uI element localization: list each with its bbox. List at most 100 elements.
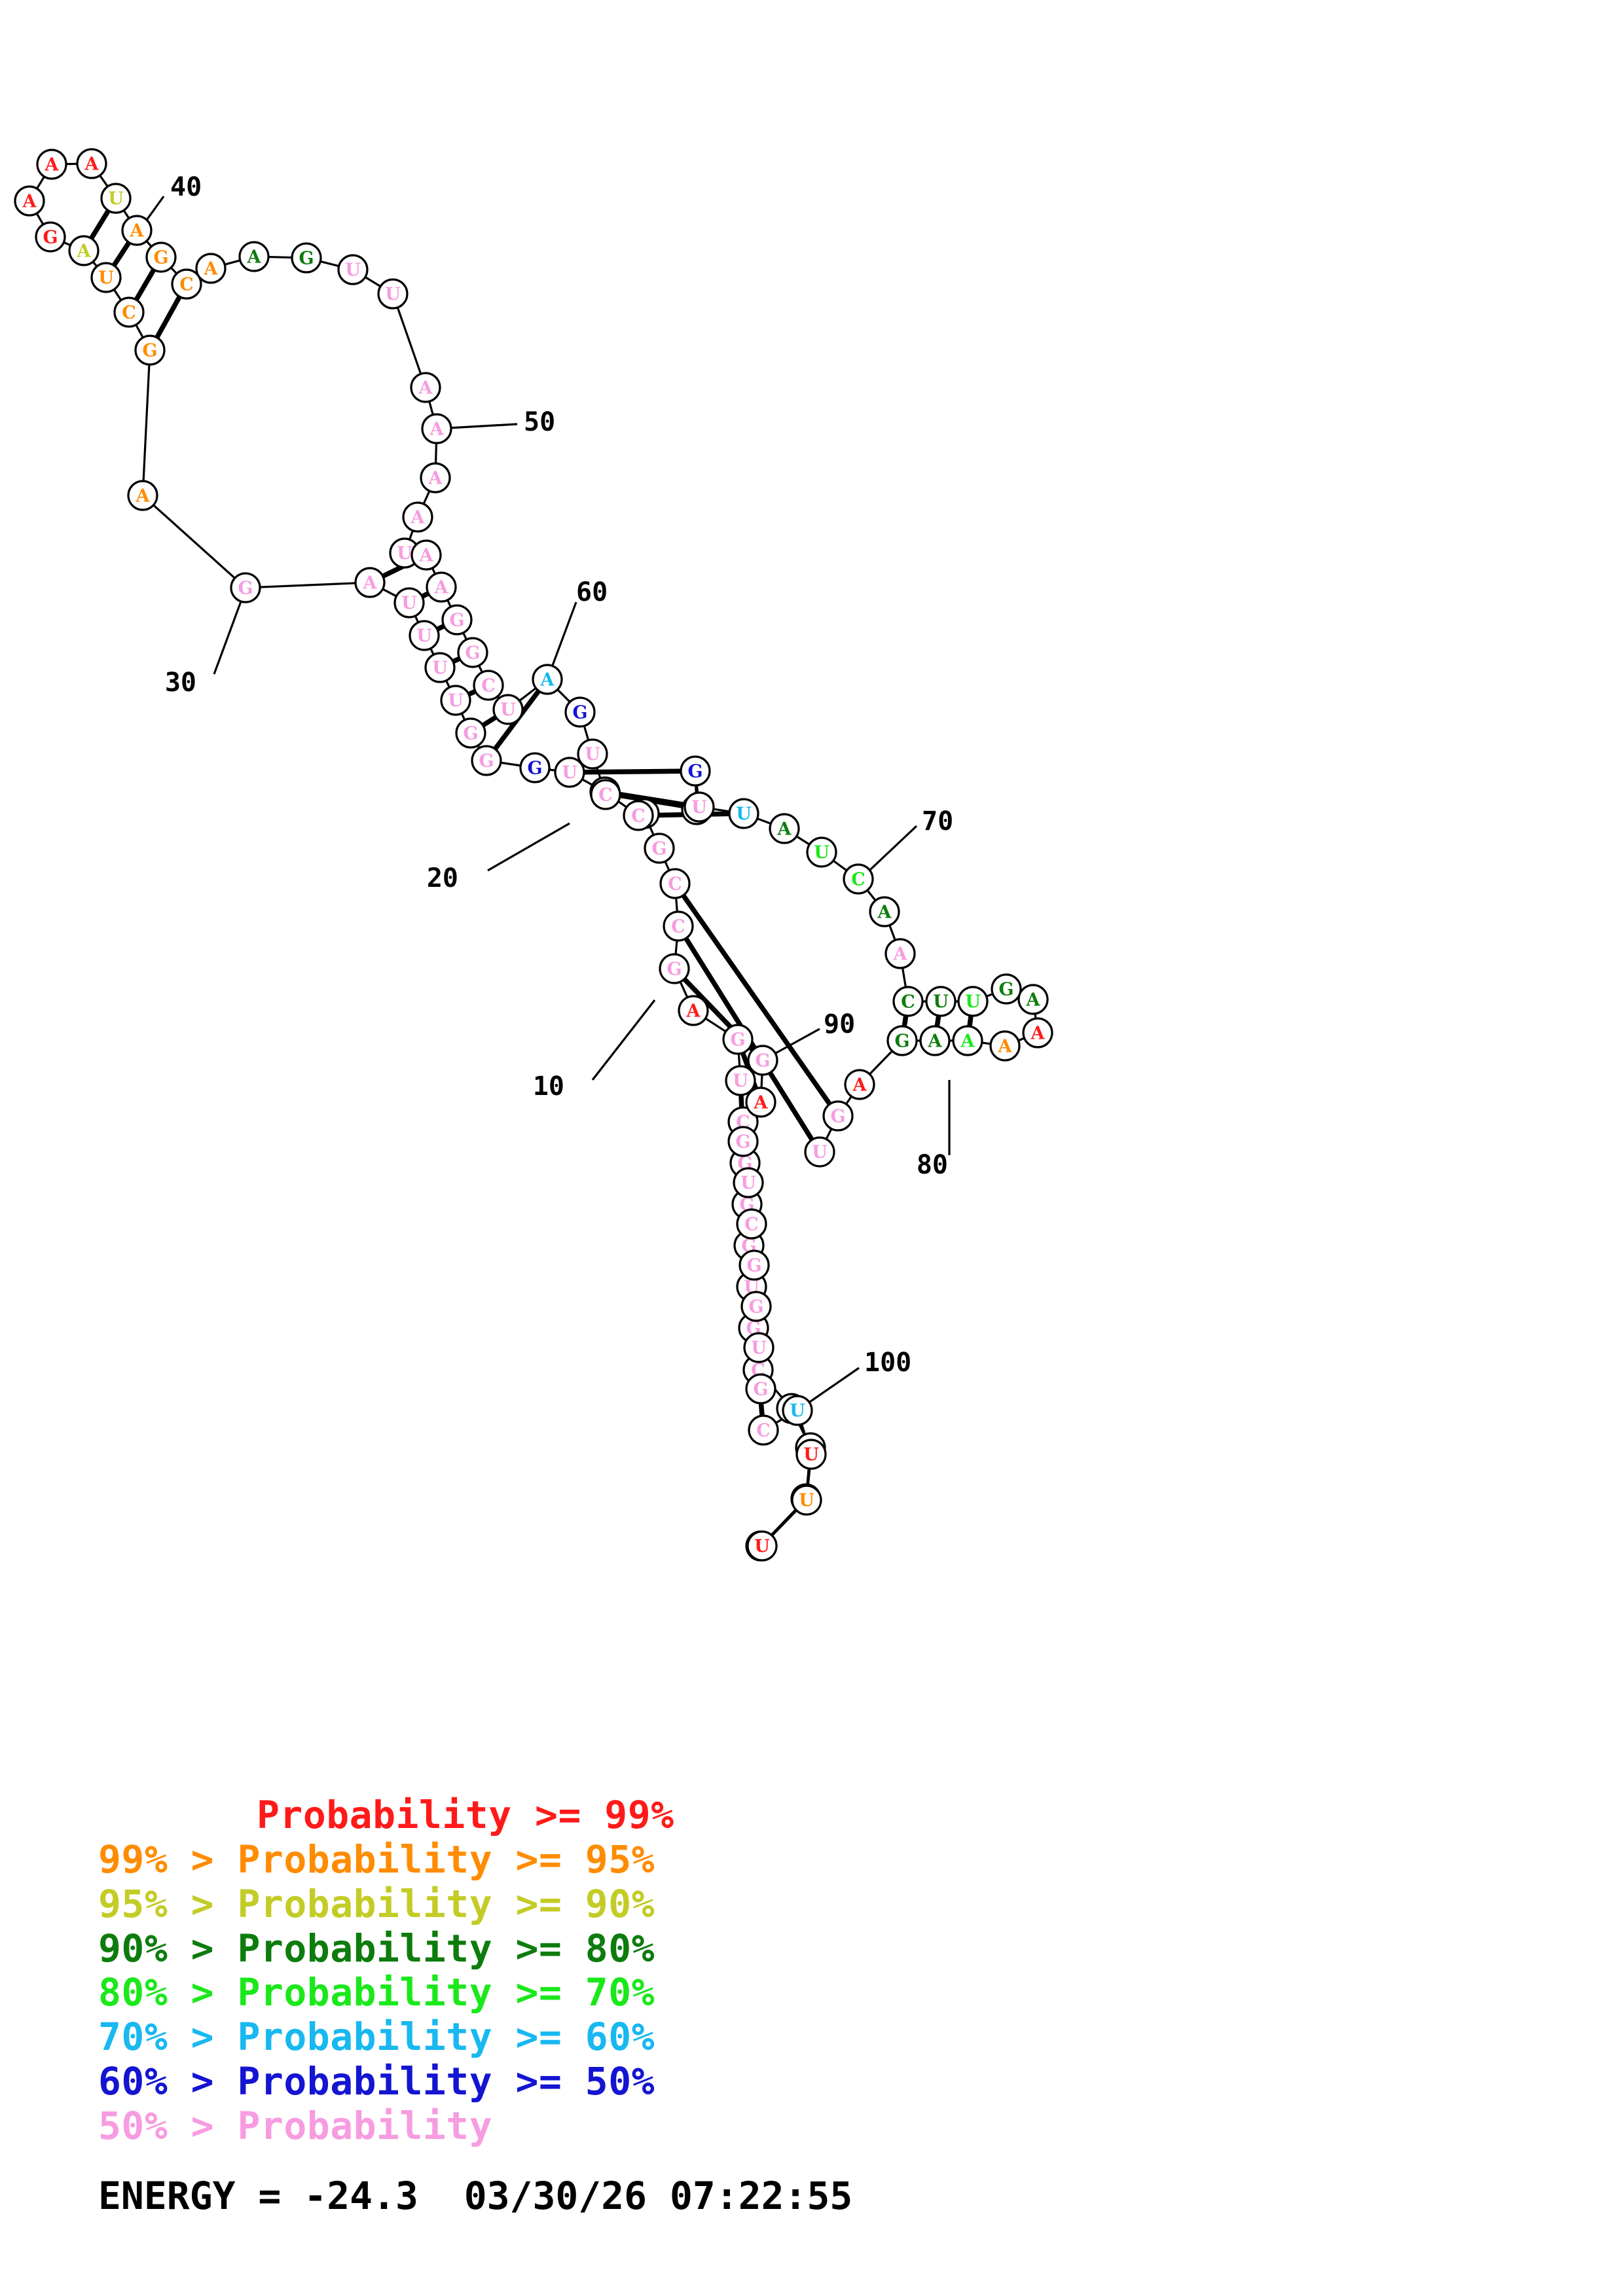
nucleotide-node[interactable]: A [1017, 984, 1049, 1015]
nucleotide-node[interactable]: U [791, 1484, 822, 1516]
nucleotide-node[interactable]: G [455, 717, 486, 749]
nucleotide-letter: A [998, 1037, 1013, 1057]
nucleotide-node[interactable]: U [424, 652, 456, 683]
nucleotide-node[interactable]: A [410, 539, 442, 571]
nucleotide-node[interactable]: A [127, 480, 158, 511]
nucleotide-circle [991, 973, 1022, 1005]
nucleotide-node[interactable]: U [728, 798, 759, 829]
nucleotide-node[interactable]: G [745, 1373, 776, 1405]
nucleotide-node[interactable]: G [886, 1025, 918, 1056]
nucleotide-node[interactable]: U [492, 694, 524, 725]
nucleotide-node[interactable]: A [884, 938, 916, 969]
nucleotide-node[interactable]: U [440, 685, 471, 716]
nucleotide-letter: U [736, 804, 752, 825]
backbone-segment [409, 530, 414, 540]
nucleotide-node[interactable]: U [100, 183, 132, 214]
nucleotide-circle [678, 995, 709, 1026]
nucleotide-node[interactable]: C [659, 868, 691, 899]
nucleotide-node[interactable]: G [991, 973, 1022, 1005]
nucleotide-node[interactable]: A [420, 462, 451, 493]
nucleotide-node[interactable]: U [806, 836, 837, 868]
nucleotide-letter: A [84, 154, 100, 175]
nucleotide-node[interactable]: G [230, 572, 261, 603]
nucleotide-node[interactable]: A [745, 1086, 776, 1118]
nucleotide-node[interactable]: A [989, 1030, 1021, 1062]
nucleotide-node[interactable]: A [195, 253, 227, 284]
nucleotide-node[interactable]: G [822, 1100, 854, 1132]
nucleotide-node[interactable]: G [457, 637, 488, 668]
backbone-segment [869, 1050, 893, 1075]
nucleotide-node[interactable]: A [238, 241, 270, 272]
nucleotide-node[interactable]: A [678, 995, 709, 1026]
nucleotide-node[interactable]: A [121, 215, 153, 246]
nucleotide-node[interactable]: U [725, 1065, 756, 1096]
nucleotide-node[interactable]: U [393, 587, 425, 619]
nucleotide-node[interactable]: C [590, 779, 621, 810]
backbone-segment [268, 255, 293, 259]
nucleotide-node[interactable]: G [644, 833, 675, 864]
nucleotide-node[interactable]: A [410, 372, 441, 403]
nucleotide-node[interactable]: A [952, 1025, 983, 1056]
nucleotide-node[interactable]: A [68, 235, 100, 266]
nucleotide-node[interactable]: C [113, 296, 145, 328]
nucleotide-node[interactable]: U [409, 620, 440, 651]
nucleotide-letter: G [998, 980, 1013, 1000]
nucleotide-node[interactable]: C [663, 910, 694, 942]
nucleotide-node[interactable]: C [171, 268, 202, 300]
nucleotide-node[interactable]: A [1022, 1017, 1053, 1049]
nucleotide-node[interactable]: G [722, 1024, 754, 1055]
nucleotide-node[interactable]: U [782, 1395, 813, 1426]
nucleotide-node[interactable]: C [736, 1208, 767, 1240]
nucleotide-node[interactable]: U [554, 757, 585, 788]
nucleotide-node[interactable]: G [747, 1045, 778, 1076]
nucleotide-node[interactable]: G [564, 696, 596, 728]
nucleotide-node[interactable]: U [577, 738, 608, 770]
nucleotide-node[interactable]: U [795, 1439, 827, 1470]
nucleotide-node[interactable]: G [739, 1249, 770, 1281]
nucleotide-node[interactable]: A [919, 1025, 951, 1056]
nucleotide-node[interactable]: G [35, 221, 66, 253]
nucleotide-node[interactable]: U [957, 986, 989, 1017]
nucleotide-node[interactable]: A [426, 571, 457, 603]
nucleotide-node[interactable]: A [76, 148, 107, 179]
nucleotide-node[interactable]: U [925, 986, 957, 1017]
nucleotide-node[interactable]: G [519, 752, 551, 783]
nucleotide-node[interactable]: A [14, 185, 45, 217]
nucleotide-node[interactable]: C [623, 800, 654, 831]
nucleotide-node[interactable]: G [680, 755, 711, 787]
nucleotide-node[interactable]: U [804, 1136, 835, 1168]
nucleotide-node[interactable]: G [471, 745, 502, 776]
nucleotide-letter: A [754, 1093, 769, 1113]
backbone-segment [460, 713, 466, 721]
nucleotide-node[interactable]: U [743, 1332, 775, 1363]
nucleotide-node[interactable]: U [377, 278, 409, 310]
nucleotide-node[interactable]: G [441, 604, 473, 636]
nucleotide-node[interactable]: C [892, 986, 924, 1017]
nucleotide-circle [393, 587, 425, 619]
nucleotide-node[interactable]: G [740, 1291, 772, 1322]
nucleotide-node[interactable]: G [145, 242, 177, 273]
nucleotide-node[interactable]: A [402, 501, 433, 533]
nucleotide-node[interactable]: G [727, 1126, 759, 1157]
nucleotide-node[interactable]: A [869, 896, 900, 927]
nucleotide-node[interactable]: A [844, 1069, 875, 1100]
nucleotide-node[interactable]: G [659, 953, 690, 984]
position-leader-line [487, 822, 570, 872]
nucleotide-node[interactable]: U [90, 262, 122, 293]
rna-secondary-structure-diagram: UUUUCGUGGGCUGAGCCGGCCUGGGUUUUAGAGCUAGAAA… [14, 148, 1053, 1562]
nucleotide-node[interactable]: G [291, 242, 322, 274]
nucleotide-node[interactable]: G [134, 334, 166, 366]
nucleotide-node[interactable]: C [843, 863, 874, 895]
nucleotide-node[interactable]: A [769, 813, 800, 844]
nucleotide-node[interactable]: U [684, 791, 715, 823]
nucleotide-node[interactable]: A [421, 413, 452, 444]
nucleotide-node[interactable]: A [532, 664, 563, 695]
nucleotide-node[interactable]: C [748, 1414, 779, 1446]
nucleotide-node[interactable]: C [473, 670, 504, 701]
nucleotide-node[interactable]: A [36, 149, 67, 180]
nucleotide-node[interactable]: U [746, 1530, 778, 1562]
backbone-segment [99, 175, 109, 187]
nucleotide-node[interactable]: U [337, 254, 369, 285]
nucleotide-node[interactable]: A [354, 567, 386, 598]
nucleotide-node[interactable]: U [733, 1167, 764, 1198]
